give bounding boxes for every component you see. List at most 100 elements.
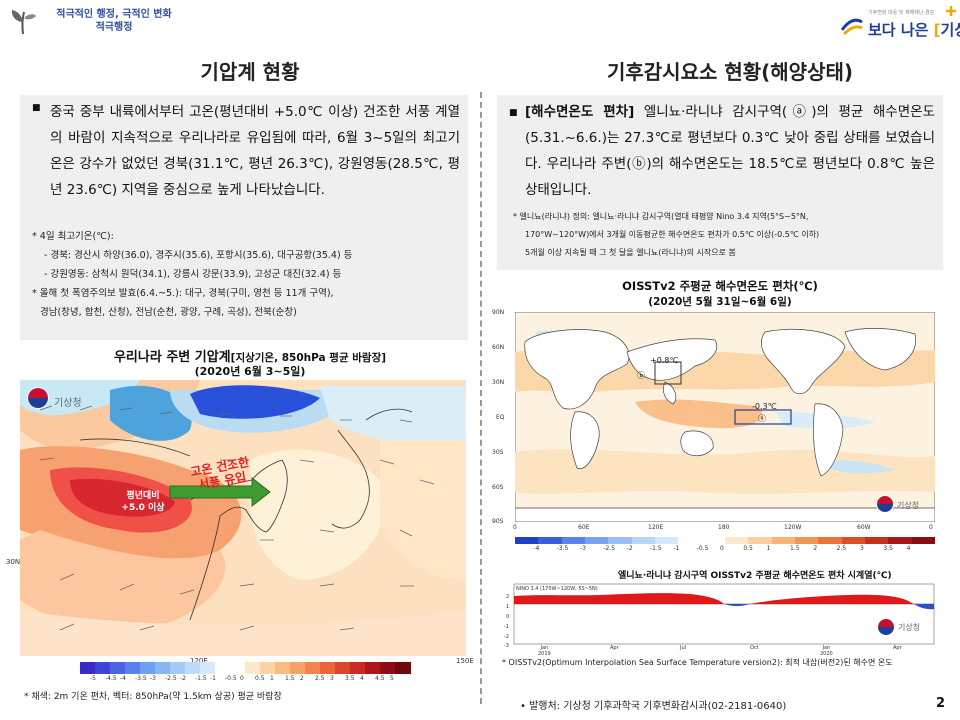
kma-logo-title: 보다 나은 [기상청] [868,19,960,40]
bullet-square-icon: ■ [32,103,41,113]
colorbar-swatch [335,662,351,674]
ts-y-label-2: 2 [506,594,510,600]
colorbar-swatch [230,662,246,674]
kma-sst-logo-icon [876,495,894,513]
colorbar-tick-label: -3.5 [135,675,147,682]
ts-x-label-apr-2020: Apr [893,645,902,651]
colorbar-tick-label: -3 [150,675,156,682]
ts-y-label-0: 0 [506,614,510,620]
publisher-info: • 발행처: 기상청 기후과학국 기후변화감시과(02-2181-0640) [520,701,787,712]
ts-x-label-oct: Oct [750,645,759,651]
colorbar-swatch [395,662,411,674]
left-map-logo-text: 기상청 [54,398,82,409]
sst-lon-label-120e: 120E [648,524,664,531]
colorbar-swatch [170,662,186,674]
colorbar-swatch [538,537,563,544]
colorbar-tick-label: -3 [580,545,586,552]
slogan-line-1: 적극적인 행정, 극적인 변화 [56,9,172,20]
lat-label-30n: 30N [6,558,21,566]
ts-y-label-neg3: -3 [504,643,509,649]
kma-emblem-icon [840,18,863,36]
left-caption: * 채색: 2m 기온 편차, 벡터: 850hPa(약 1.5km 상공) 평… [24,692,282,702]
right-bullet-heading: [해수면온도 편차] [525,104,635,120]
sst-lon-label-60w: 60W [857,524,871,531]
colorbar-swatch [515,537,539,544]
colorbar-swatch [350,662,366,674]
pressure-map [20,380,466,656]
plus-icon [946,6,956,16]
colorbar-swatch [275,662,291,674]
colorbar-tick-label: -1 [673,545,680,552]
left-map-title-a: 우리나라 주변 기압계 [113,350,231,365]
sst-lat-label-90n: 90N [492,309,505,316]
hot-anomaly-label: 평년대비 +5.0 이상 [121,491,165,513]
left-summary-box: ■ 중국 중부 내륙에서부터 고온(평년대비 +5.0℃ 이상) 건조한 서풍 … [20,95,468,340]
colorbar-tick-label: -0.5 [696,545,709,552]
colorbar-tick-label: 4 [906,545,911,552]
colorbar-tick-label: 1.5 [790,545,800,552]
right-bullet: [해수면온도 편차] 엘니뇨·라니냐 감시구역(ⓐ)의 평균 해수면온도(5.3… [525,99,935,203]
ts-x-label-jan2019: Jan 2019 [538,645,551,657]
colorbar-swatch [365,662,381,674]
lon-label-120e: 120E [190,657,208,665]
left-bullet-text: 중국 중부 내륙에서부터 고온(평년대비 +5.0℃ 이상) 건조한 서풍 계열… [50,104,460,198]
colorbar-swatch [561,537,586,544]
sst-lat-label-eq: EQ [496,414,505,421]
colorbar-swatch [911,537,936,544]
colorbar-tick-label: 3 [860,545,864,552]
colorbar-swatch [888,537,913,544]
left-map-title-b: [지상기온, 850hPa 평균 바람장] [230,352,387,364]
colorbar-swatch [655,537,679,544]
colorbar-tick-label: -5 [90,675,96,682]
sst-lat-label-90s: 90S [492,518,504,525]
colorbar-tick-label: 3 [330,675,334,682]
kma-logo: 기후변화 대응 및 재해재난 경감 보다 나은 [기상청] [838,6,960,42]
right-map-title: OISSTv2 주평균 해수면온도 편차(℃) [622,279,818,293]
ts-x-label-jul: Jul [680,645,687,651]
government-logo-icon [6,4,40,38]
ts-y-label-1: 1 [506,604,510,610]
sst-lat-label-30s: 30S [492,449,504,456]
sst-lon-label-180: 180 [718,524,730,531]
colorbar-swatch [245,662,261,674]
left-note-5: 경남(창녕, 합천, 산청), 전남(순천, 광양, 구례, 곡성), 전북(순… [40,307,297,318]
kma-ts-logo-icon [877,618,895,636]
right-note-2: 170°W~120°W)에서 3개월 이동평균한 해수면온도 편차가 0.5℃ … [525,230,820,239]
colorbar-swatch [110,662,126,674]
colorbar-swatch [841,537,866,544]
ts-x-label-jan2020: Jan 2020 [820,645,833,657]
colorbar-tick-label: 0 [720,545,724,552]
left-note-3: - 강원영동: 삼척시 원덕(34.1), 강릉시 강문(33.9), 고성군 … [44,269,342,280]
timeseries-title: 엘니뇨·라니냐 감시구역 OISSTv2 주평균 해수면온도 편차 시계열(℃) [618,571,892,581]
colorbar-tick-label: 2 [813,545,818,552]
right-bullet-text: 엘니뇨·라니냐 감시구역(ⓐ)의 평균 해수면온도(5.31.~6.6.)는 2… [525,104,935,198]
colorbar-swatch [771,537,796,544]
nino34-timeseries-chart [513,583,935,645]
colorbar-swatch [818,537,843,544]
colorbar-swatch [185,662,201,674]
ts-y-label-neg2: -2 [504,634,509,640]
right-caption: * OISSTv2(Optimum Interpolation Sea Surf… [502,658,893,667]
colorbar-swatch [290,662,306,674]
colorbar-tick-label: -4.5 [105,675,117,682]
region-b-value: +0.8℃ [650,356,679,365]
colorbar-tick-label: 0.5 [255,675,265,682]
colorbar-tick-label: -1.5 [650,545,662,552]
ts-x-label-apr: Apr [610,645,619,651]
colorbar-swatch [748,537,773,544]
colorbar-tick-label: -4 [120,675,126,682]
colorbar-tick-label: 2 [300,675,304,682]
sst-lat-label-60n: 60N [492,344,505,351]
colorbar-tick-label: 4.5 [375,675,385,682]
sst-lat-label-60s: 60S [492,484,504,491]
timeseries-legend: NINO 3.4 (170W~120W, 5S~5N) [516,586,598,592]
colorbar-tick-label: 2.5 [836,545,847,552]
colorbar-swatch [125,662,141,674]
left-note-2: - 경북: 경산시 하양(36.0), 경주시(35.6), 포항시(35.6)… [44,250,353,261]
right-colorbar-labels: -4 -3.5 -3 -2.5 -2 -1.5 -1 -0.5 0 0.5 1 1.5 2 2.5 3 3.5… [515,545,935,555]
colorbar-tick-label: 0.5 [743,545,753,552]
colorbar-swatch [701,537,726,544]
colorbar-swatch [305,662,321,674]
colorbar-swatch [865,537,889,544]
colorbar-swatch [631,537,656,544]
